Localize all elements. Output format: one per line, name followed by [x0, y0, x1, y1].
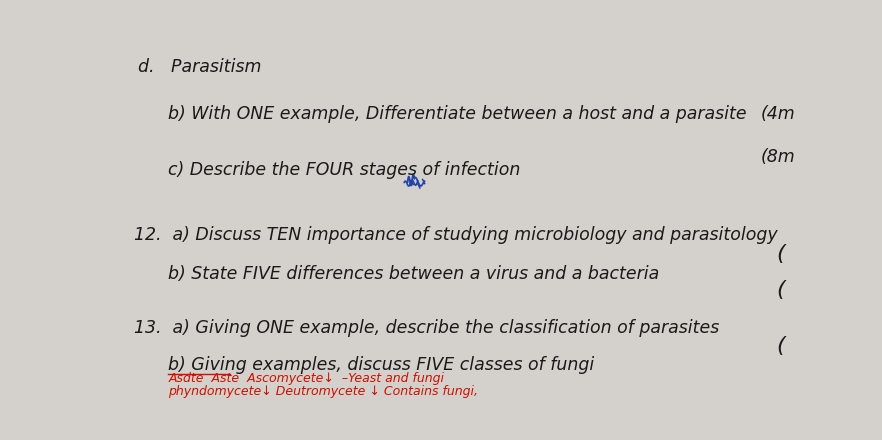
Text: (: ( — [777, 280, 785, 300]
Text: (: ( — [777, 336, 785, 356]
Text: 13.  a) Giving ONE example, describe the classification of parasites: 13. a) Giving ONE example, describe the … — [134, 319, 720, 337]
Text: d.   Parasitism: d. Parasitism — [138, 58, 261, 76]
Text: (8m: (8m — [761, 148, 796, 166]
Text: (4m: (4m — [761, 105, 796, 123]
Text: c) Describe the FOUR stages of infection: c) Describe the FOUR stages of infection — [168, 161, 520, 179]
Text: b) State FIVE differences between a virus and a bacteria: b) State FIVE differences between a viru… — [168, 264, 660, 282]
Text: 12.  a) Discuss TEN importance of studying microbiology and parasitology: 12. a) Discuss TEN importance of studyin… — [134, 226, 778, 244]
Text: b) Giving examples, discuss FIVE classes of fungi: b) Giving examples, discuss FIVE classes… — [168, 356, 594, 374]
Text: Asdte  Aste  Ascomycete↓  –Yeast and fungi: Asdte Aste Ascomycete↓ –Yeast and fungi — [168, 372, 445, 385]
Text: b) With ONE example, Differentiate between a host and a parasite: b) With ONE example, Differentiate betwe… — [168, 105, 747, 123]
Text: phyndomycete↓ Deutromycete ↓ Contains fungi,: phyndomycete↓ Deutromycete ↓ Contains fu… — [168, 385, 478, 398]
Text: (: ( — [777, 244, 785, 264]
